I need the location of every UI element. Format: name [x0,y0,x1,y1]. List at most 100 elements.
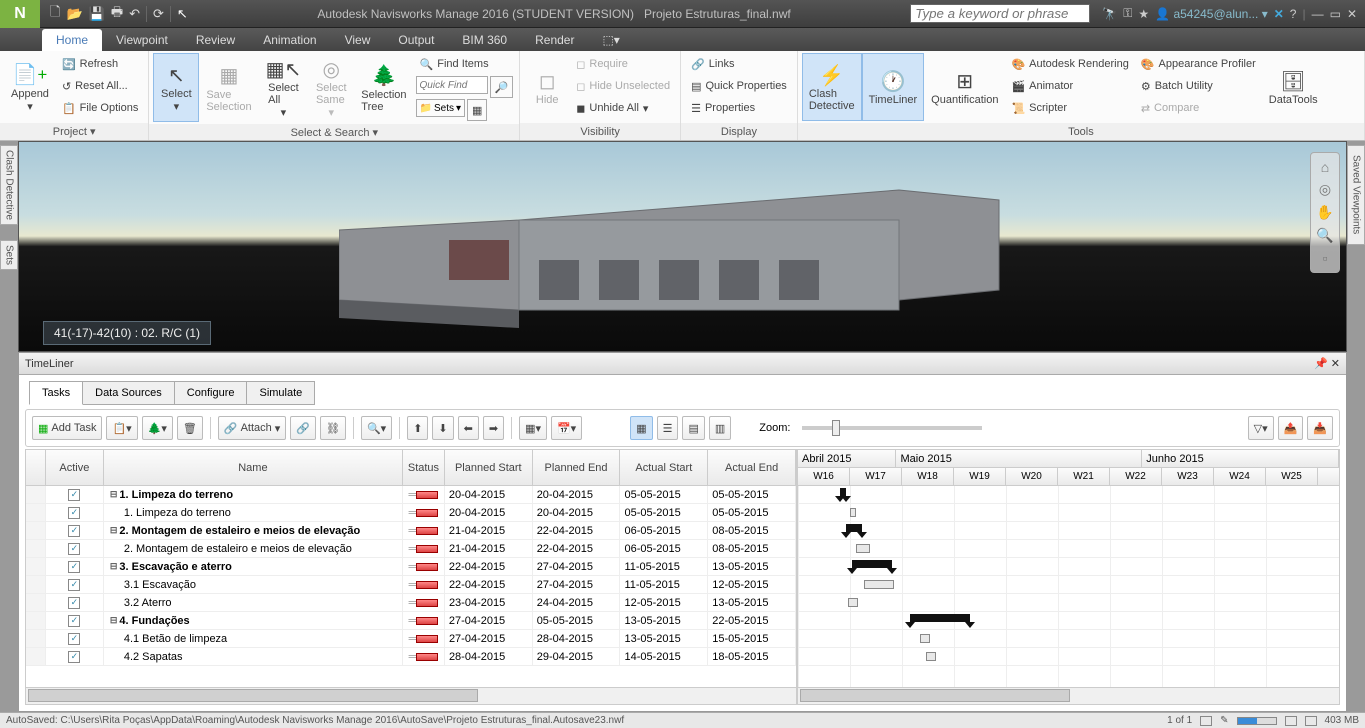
checkbox[interactable]: ✓ [68,543,80,555]
checkbox[interactable]: ✓ [68,597,80,609]
appearance-profiler-button[interactable]: 🎨Appearance Profiler [1137,53,1260,75]
properties-button[interactable]: ☰Properties [687,97,791,119]
minimize-icon[interactable]: — [1312,7,1324,21]
file-options-button[interactable]: 📋File Options [58,97,142,119]
tab-output[interactable]: Output [384,29,448,51]
tab-view[interactable]: View [331,29,385,51]
gantt-actual-bar[interactable] [850,508,856,517]
group-title[interactable]: Select & Search ▾ [149,124,519,140]
animator-button[interactable]: 🎬Animator [1007,75,1132,97]
checkbox[interactable]: ✓ [68,489,80,501]
tab-bim360[interactable]: BIM 360 [448,29,521,51]
select-all-button[interactable]: ▦↖Select All▾ [259,53,309,122]
table-row[interactable]: ✓⊟3. Escavação e aterro═22-04-201527-04-… [26,558,796,576]
sets-manage[interactable]: ▦ [467,99,487,121]
hide-button[interactable]: ◻Hide [524,53,570,121]
tab-render[interactable]: Render [521,29,588,51]
gantt-actual-bar[interactable] [926,652,936,661]
timeliner-button[interactable]: 🕐TimeLiner [862,53,925,121]
viewport-3d[interactable]: 41(-17)-42(10) : 02. R/C (1) ⌂ ◎ ✋ 🔍 ▫ [18,141,1347,352]
table-row[interactable]: ✓⊟1. Limpeza do terreno═20-04-201520-04-… [26,486,796,504]
close-icon[interactable]: ✕ [1347,7,1357,21]
status-box[interactable] [1305,716,1317,726]
gantt-actual-bar[interactable] [848,598,858,607]
help-icon[interactable]: ? [1290,7,1297,21]
expand-icon[interactable]: ⊟ [110,615,118,626]
view-icon[interactable]: ▫ [1323,250,1328,266]
table-row[interactable]: ✓⊟2. Montagem de estaleiro e meios de el… [26,522,796,540]
tab-data-sources[interactable]: Data Sources [82,381,175,405]
checkbox[interactable]: ✓ [68,633,80,645]
tab-review[interactable]: Review [182,29,249,51]
attach-button[interactable]: 🔗Attach▾ [218,416,286,440]
gantt-plan-bar[interactable] [910,614,970,622]
gantt-plan-bar[interactable] [852,560,892,568]
tab-viewpoint[interactable]: Viewpoint [102,29,182,51]
view-full-button[interactable]: ▦ [630,416,652,440]
batch-utility-button[interactable]: ⚙Batch Utility [1137,75,1260,97]
star-icon[interactable]: ★ [1138,7,1149,21]
checkbox[interactable]: ✓ [68,615,80,627]
open-icon[interactable]: 📂 [66,6,82,22]
gantt-actual-bar[interactable] [856,544,870,553]
clear-attach-button[interactable]: ⛓ [320,416,346,440]
find-items-button[interactable]: 🔍Find Items [416,53,514,75]
move-up-button[interactable]: ⬆ [407,416,428,440]
sidetab-sets[interactable]: Sets [0,240,18,270]
col-header[interactable]: Actual Start [620,450,708,485]
task-hierarchy-button[interactable]: 🌲▾ [142,416,173,440]
expand-icon[interactable]: ⊟ [110,561,118,572]
import-button[interactable]: 📥 [1307,416,1333,440]
outdent-button[interactable]: ➡ [483,416,504,440]
view-compact-button[interactable]: ☰ [657,416,679,440]
tab-animation[interactable]: Animation [249,29,330,51]
app-logo[interactable]: N [0,0,40,28]
compare-button[interactable]: ⇄Compare [1137,97,1260,119]
group-title[interactable]: Project ▾ [0,123,148,140]
quick-find-input[interactable] [416,76,488,94]
tab-tasks[interactable]: Tasks [29,381,83,405]
autodesk-rendering-button[interactable]: 🎨Autodesk Rendering [1007,53,1132,75]
tab-expand[interactable]: ⬚▾ [588,29,633,51]
sidetab-saved-viewpoints[interactable]: Saved Viewpoints [1347,145,1365,245]
pin-icon[interactable]: 📌 [1314,357,1328,370]
save-icon[interactable]: 💾 [89,6,105,22]
require-button[interactable]: ◻Require [572,53,674,75]
panel-header[interactable]: TimeLiner 📌 ✕ [19,353,1346,375]
search-input[interactable] [910,4,1090,23]
key-icon[interactable]: ⚿ [1123,6,1132,21]
scripter-button[interactable]: 📜Scripter [1007,97,1132,119]
selection-tree-button[interactable]: 🌲Selection Tree [354,53,413,122]
quick-find-go[interactable]: 🔎 [490,76,514,98]
table-row[interactable]: ✓⊟4. Fundações═27-04-201505-05-201513-05… [26,612,796,630]
checkbox[interactable]: ✓ [68,579,80,591]
auto-attach-button[interactable]: 🔗 [290,416,316,440]
gantt-actual-bar[interactable] [864,580,894,589]
schedule-button[interactable]: 📅▾ [551,416,582,440]
print-icon[interactable]: 🖶 [111,3,123,25]
select-button[interactable]: ↖Select▾ [153,53,199,122]
gantt-plan-bar[interactable] [846,524,862,532]
user-menu[interactable]: 👤 a54245@alun... ▾ [1155,7,1268,21]
pan-icon[interactable]: ✋ [1316,204,1333,221]
col-header[interactable]: Actual End [708,450,796,485]
quick-properties-button[interactable]: ▤Quick Properties [687,75,791,97]
unhide-all-button[interactable]: ◼Unhide All ▾ [572,97,674,119]
add-task-button[interactable]: ▦Add Task [32,416,102,440]
maximize-icon[interactable]: ▭ [1330,7,1341,21]
links-button[interactable]: 🔗Links [687,53,791,75]
find-button[interactable]: 🔍▾ [361,416,392,440]
sidetab-clash-detective[interactable]: Clash Detective [0,145,18,225]
move-down-button[interactable]: ⬇ [432,416,453,440]
expand-icon[interactable]: ⊟ [110,525,118,536]
table-row[interactable]: ✓4.2 Sapatas═28-04-201529-04-201514-05-2… [26,648,796,666]
tab-home[interactable]: Home [42,29,102,51]
cursor-icon[interactable]: ↖ [177,6,188,22]
filter-button[interactable]: ▽▾ [1248,416,1274,440]
delete-task-button[interactable]: 🗑 [177,416,203,440]
home-icon[interactable]: ⌂ [1321,159,1329,175]
binoculars-icon[interactable]: 🔭 [1102,7,1117,21]
zoom-icon[interactable]: 🔍 [1316,227,1333,244]
reset-all-button[interactable]: ↺Reset All... [58,75,142,97]
gantt-plan-bar[interactable] [840,488,846,496]
